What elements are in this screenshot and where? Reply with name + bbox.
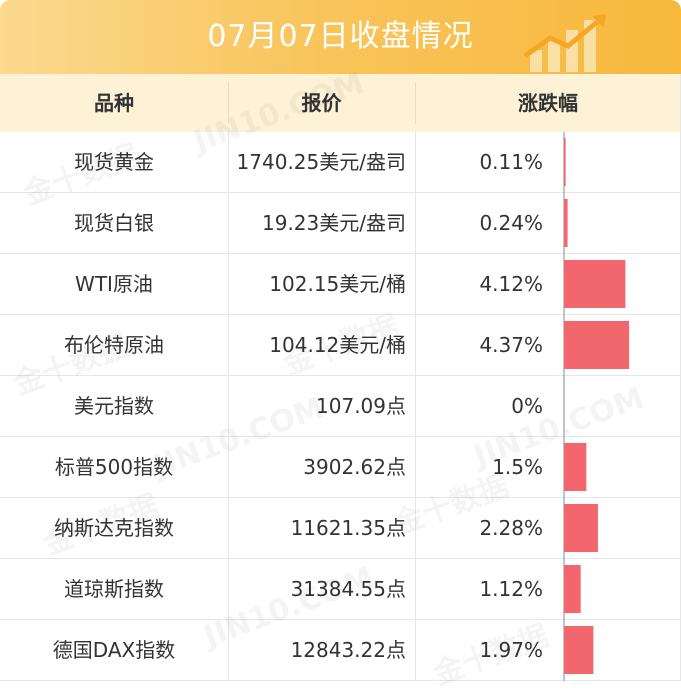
table-row: 道琼斯指数 31384.55点 1.12%: [0, 559, 681, 620]
row-price: 12843.22点: [290, 638, 406, 662]
row-price: 19.23美元/盎司: [262, 211, 406, 235]
page-title: 07月07日收盘情况: [207, 19, 474, 54]
row-price: 3902.62点: [303, 455, 406, 479]
change-bar: [564, 626, 594, 674]
column-header-change: 涨跌幅: [518, 91, 578, 115]
table-row: 纳斯达克指数 11621.35点 2.28%: [0, 498, 681, 559]
row-change: 2.28%: [479, 516, 543, 540]
row-name: 标普500指数: [54, 455, 174, 479]
table-row: 德国DAX指数 12843.22点 1.97%: [0, 620, 681, 681]
change-bar: [564, 443, 587, 491]
column-divider: [415, 132, 416, 681]
change-bar: [564, 504, 598, 552]
row-change: 0%: [511, 394, 543, 418]
row-change: 0.11%: [479, 150, 543, 174]
column-header-price: 报价: [301, 91, 342, 115]
row-change: 1.5%: [492, 455, 543, 479]
change-bar: [564, 321, 630, 369]
row-change: 4.37%: [479, 333, 543, 357]
header-divider: [228, 82, 229, 124]
table-row: 标普500指数 3902.62点 1.5%: [0, 437, 681, 498]
row-name: 现货黄金: [74, 150, 154, 174]
column-header-name: 品种: [94, 91, 134, 115]
row-name: 美元指数: [74, 394, 154, 418]
row-price: 1740.25美元/盎司: [236, 150, 406, 174]
row-price: 102.15美元/桶: [269, 272, 406, 296]
row-name: 德国DAX指数: [52, 638, 176, 662]
header-divider: [415, 82, 416, 124]
change-bar: [564, 260, 626, 308]
row-name: 布伦特原油: [64, 333, 164, 357]
table-header: 品种 报价 涨跌幅: [0, 74, 681, 132]
table-row: 美元指数 107.09点 0%: [0, 376, 681, 437]
change-bar: [564, 565, 581, 613]
table-row: 现货黄金 1740.25美元/盎司 0.11%: [0, 132, 681, 193]
row-change: 1.97%: [479, 638, 543, 662]
row-change: 4.12%: [479, 272, 543, 296]
table-row: 布伦特原油 104.12美元/桶 4.37%: [0, 315, 681, 376]
column-divider: [228, 132, 229, 681]
row-change: 1.12%: [479, 577, 543, 601]
row-price: 11621.35点: [290, 516, 406, 540]
table-row: 现货白银 19.23美元/盎司 0.24%: [0, 193, 681, 254]
row-name: WTI原油: [75, 272, 153, 296]
row-change: 0.24%: [479, 211, 543, 235]
row-name: 现货白银: [74, 211, 154, 235]
growth-chart-icon: [523, 14, 606, 72]
row-price: 31384.55点: [290, 577, 406, 601]
table-row: WTI原油 102.15美元/桶 4.12%: [0, 254, 681, 315]
change-bar: [564, 138, 566, 186]
row-price: 104.12美元/桶: [269, 333, 406, 357]
row-name: 道琼斯指数: [64, 577, 164, 601]
row-name: 纳斯达克指数: [54, 516, 174, 540]
change-bar: [564, 199, 568, 247]
row-price: 107.09点: [316, 394, 406, 418]
